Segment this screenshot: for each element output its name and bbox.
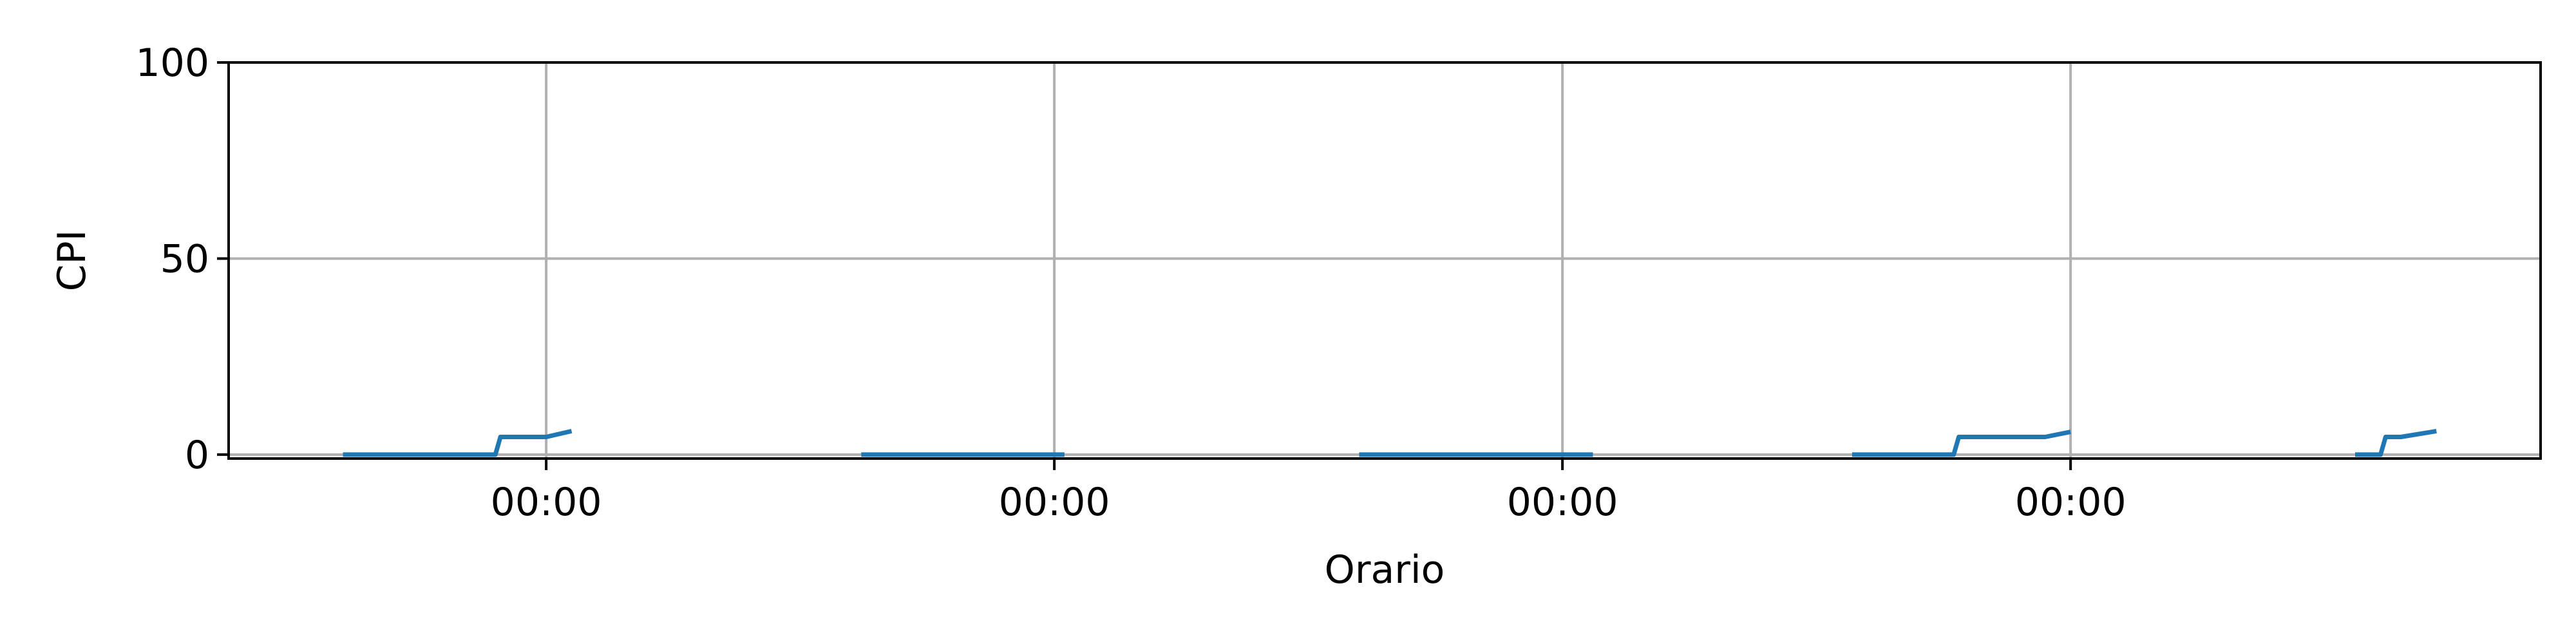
y-tick-label: 100 — [135, 41, 209, 86]
series-line-segment — [2355, 428, 2437, 457]
y-axis-label: CPI — [50, 230, 95, 292]
grid — [229, 61, 2541, 459]
series-layer — [343, 428, 2437, 457]
x-tick-label: 00:00 — [1507, 480, 1618, 525]
x-tick-label: 00:00 — [491, 480, 602, 525]
y-tick-label: 50 — [160, 236, 209, 281]
series-line-segment — [1852, 430, 2071, 457]
series-line-segment — [343, 428, 573, 457]
x-tick-label: 00:00 — [2015, 480, 2126, 525]
y-axis-ticks: 0 50 100 — [135, 41, 229, 478]
x-tick-label: 00:00 — [999, 480, 1110, 525]
plot-frame — [227, 61, 2542, 460]
y-tick-label: 0 — [185, 433, 209, 478]
x-axis-ticks: 00:00 00:00 00:00 00:00 — [491, 459, 2126, 525]
x-axis-label: Orario — [1325, 547, 1445, 592]
